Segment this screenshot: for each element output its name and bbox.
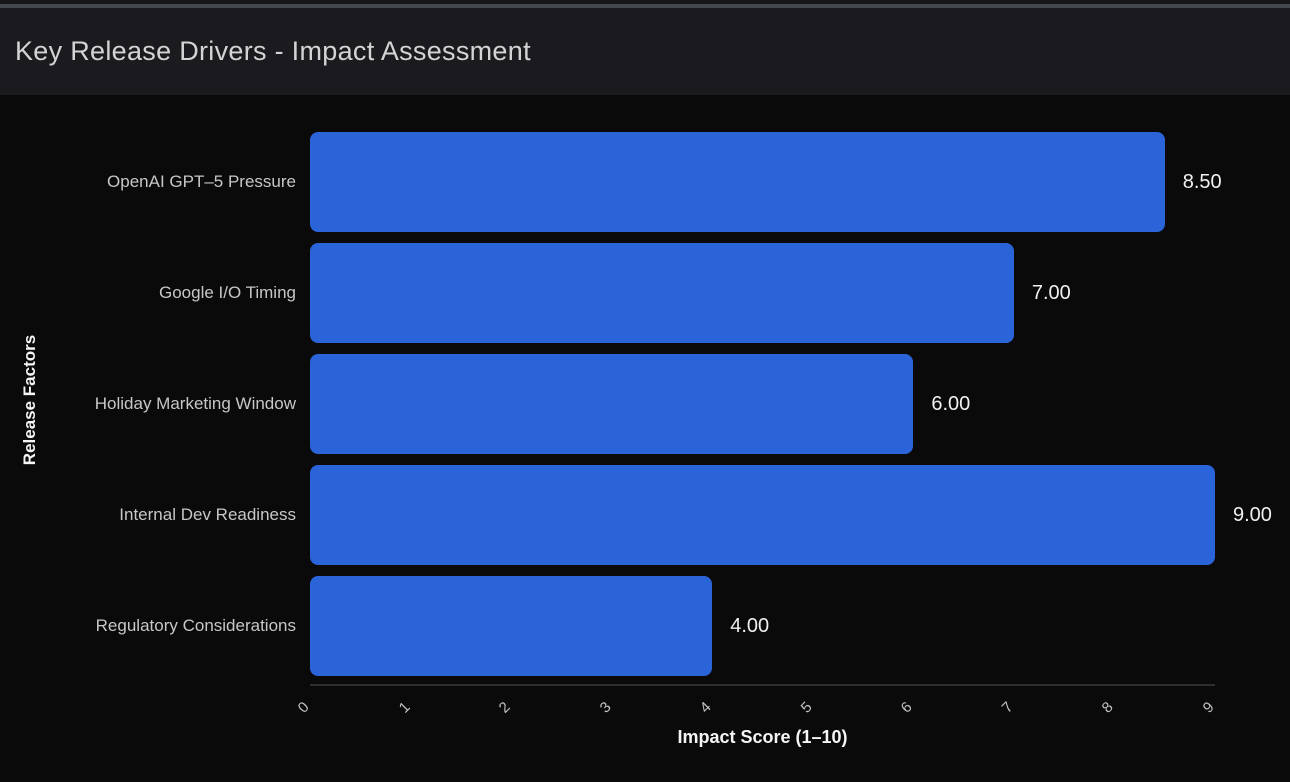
x-tick-label: 9 (1199, 698, 1218, 717)
value-label: 6.00 (931, 393, 971, 415)
x-tick-label: 1 (395, 698, 414, 717)
category-label: Google I/O Timing (158, 283, 296, 302)
window-drag-strip (0, 4, 1290, 8)
window-top-edge (0, 0, 1290, 4)
category-label: Regulatory Considerations (95, 616, 296, 635)
value-label: 8.50 (1182, 171, 1222, 193)
x-tick-label: 8 (1099, 698, 1118, 717)
x-axis-line (310, 684, 1215, 686)
category-label: Internal Dev Readiness (119, 505, 296, 524)
x-tick-label: 2 (495, 698, 514, 717)
value-label: 4.00 (730, 615, 770, 637)
value-label: 7.00 (1031, 282, 1071, 304)
bar (310, 465, 1215, 565)
chart-title: Key Release Drivers - Impact Assessment (15, 36, 531, 66)
x-tick-label: 6 (898, 698, 916, 717)
category-label: Holiday Marketing Window (94, 394, 296, 413)
x-tick-label: 0 (294, 698, 313, 717)
x-tick-label: 4 (696, 698, 715, 717)
bar-chart: Release Factors OpenAI GPT–5 Pressure 8.5… (0, 95, 1290, 782)
x-axis-title: Impact Score (1–10) (677, 727, 848, 747)
bar (310, 576, 713, 676)
chart-header: Key Release Drivers - Impact Assessment (0, 8, 1290, 95)
value-label: 9.00 (1233, 504, 1272, 526)
bar (310, 354, 914, 454)
category-label: OpenAI GPT–5 Pressure (107, 172, 296, 191)
x-tick-label: 7 (998, 698, 1017, 717)
bar (310, 243, 1014, 343)
bar (310, 132, 1165, 232)
x-tick-label: 3 (596, 698, 615, 717)
x-tick-label: 5 (797, 698, 816, 717)
